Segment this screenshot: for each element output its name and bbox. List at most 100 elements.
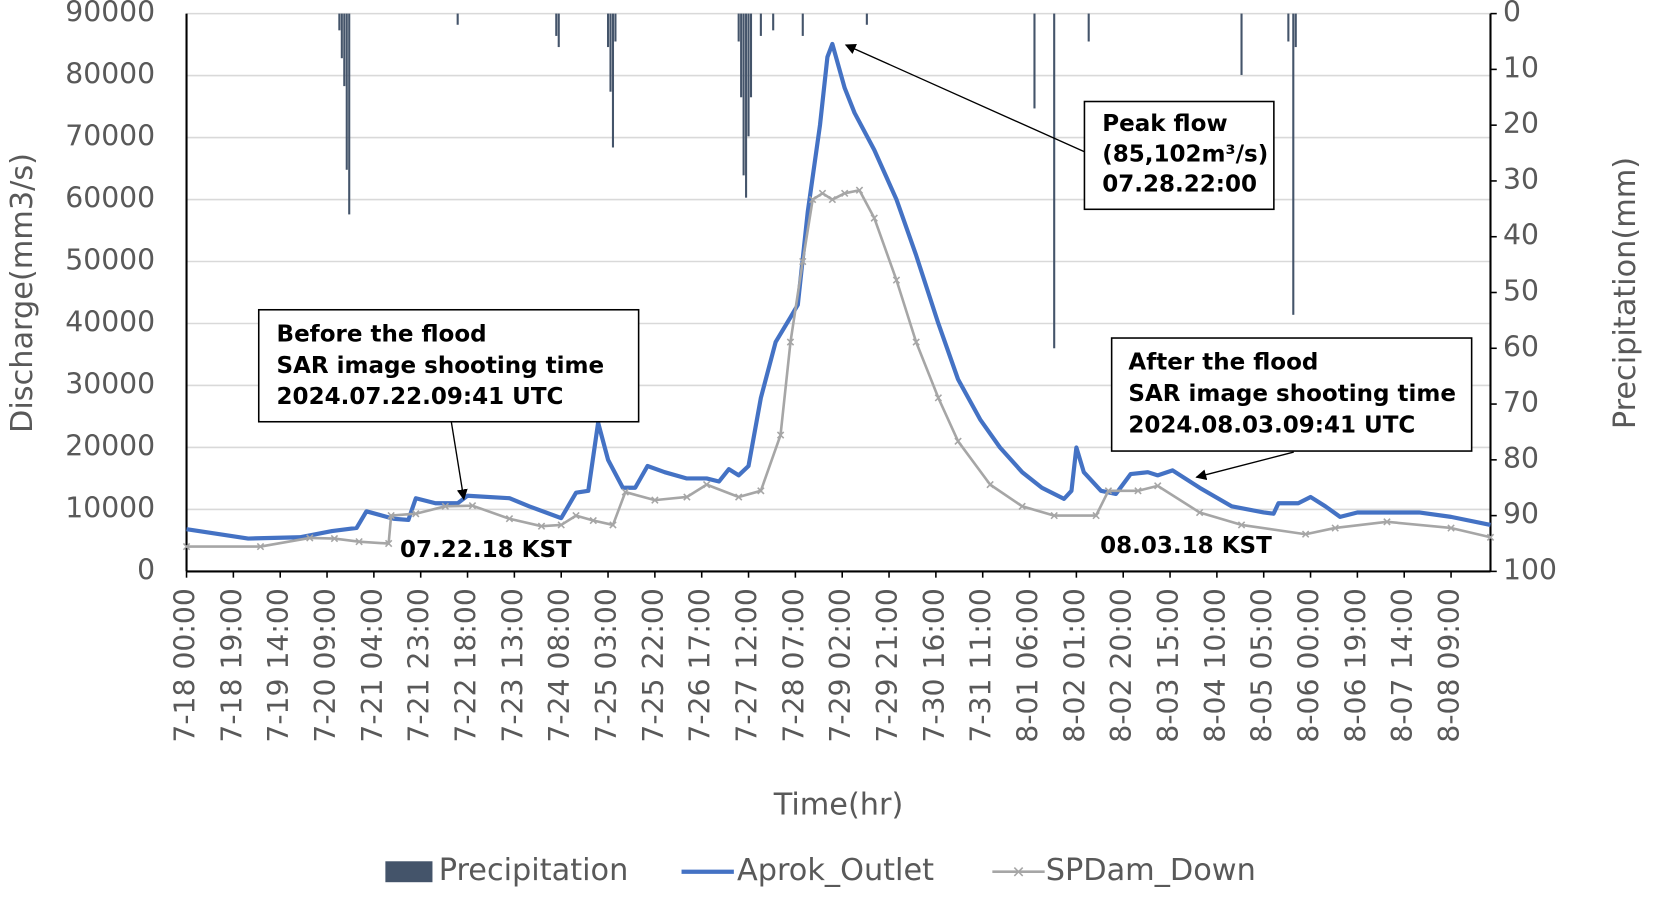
series-marker <box>870 214 878 222</box>
series-marker <box>182 542 191 551</box>
series-marker <box>1237 521 1246 529</box>
precip-bar <box>338 13 341 31</box>
precip-bar <box>343 13 346 87</box>
x-tick-label: 7-24 08:00 <box>543 588 576 743</box>
precip-bar <box>737 13 740 42</box>
annotation-text: 2024.07.22.09:41 UTC <box>277 384 564 410</box>
series-marker <box>1050 511 1058 520</box>
series-marker <box>986 480 994 489</box>
annotation-text: (85,102m³/s) <box>1102 141 1268 167</box>
series-marker <box>786 338 795 346</box>
series-marker <box>840 189 849 198</box>
x-tick-label: 8-03 15:00 <box>1152 588 1185 743</box>
series-marker <box>1301 530 1310 538</box>
precip-bar <box>1292 13 1295 315</box>
precip-bar <box>801 13 804 36</box>
series-marker <box>572 511 580 520</box>
x-tick-label: 7-19 14:00 <box>262 588 295 743</box>
series-marker <box>505 515 514 523</box>
series-marker <box>734 493 743 501</box>
y2-tick-label: 70 <box>1503 386 1539 419</box>
precip-bar <box>1033 13 1036 109</box>
y2-tick-label: 90 <box>1503 498 1539 531</box>
series-marker <box>1447 524 1455 532</box>
precip-bar <box>1240 13 1243 75</box>
series-marker <box>621 488 629 496</box>
y2-tick-label: 80 <box>1503 442 1539 475</box>
precip-bar <box>340 13 343 59</box>
precip-bar <box>348 13 351 215</box>
annotation-text: SAR image shooting time <box>277 353 605 379</box>
series-marker <box>855 186 864 194</box>
y-tick-label: 30000 <box>65 367 155 400</box>
series-marker <box>537 522 546 530</box>
precip-bar <box>606 13 610 48</box>
precip-bar <box>749 13 753 98</box>
y2-tick-label: 60 <box>1503 330 1539 363</box>
precip-bar <box>1287 13 1290 42</box>
x-tick-label: 7-31 11:00 <box>965 588 998 743</box>
precip-bar <box>759 13 762 36</box>
precip-bar <box>1294 13 1297 48</box>
y-tick-label: 50000 <box>65 244 155 277</box>
x-tick-label: 7-30 16:00 <box>918 588 951 743</box>
precip-bar <box>1087 13 1090 42</box>
series-marker <box>799 257 807 266</box>
precip-bar <box>747 13 750 137</box>
series-marker <box>702 480 711 489</box>
series-marker <box>306 534 314 542</box>
series-marker <box>256 542 265 551</box>
precip-bar <box>456 13 459 25</box>
x-tick-label: 7-18 00:00 <box>169 588 202 743</box>
series-marker <box>1486 533 1495 542</box>
x-tick-label: 8-04 10:00 <box>1199 588 1232 743</box>
legend-marker <box>1013 867 1024 877</box>
legend-label: SPDam_Down <box>1046 853 1256 888</box>
x-tick-label: 8-02 01:00 <box>1058 588 1091 743</box>
annotation-arrow <box>450 421 468 501</box>
y-tick-label: 20000 <box>65 429 155 462</box>
x-tick-label: 8-01 06:00 <box>1012 588 1045 743</box>
y-tick-label: 90000 <box>65 0 155 29</box>
precip-bar <box>609 13 612 92</box>
series-marker <box>384 539 393 548</box>
y-axis-title: Discharge(mm3/s) <box>5 153 40 433</box>
series-marker <box>589 516 597 525</box>
x-tick-label: 7-25 03:00 <box>590 588 623 743</box>
x-tick-label: 7-27 12:00 <box>731 588 764 743</box>
series-marker <box>818 189 827 198</box>
y2-tick-label: 100 <box>1503 553 1557 586</box>
y-tick-label: 10000 <box>65 491 155 524</box>
y2-tick-label: 10 <box>1503 51 1539 84</box>
annotation-box <box>1110 337 1473 452</box>
series-marker <box>609 521 617 529</box>
series-marker <box>892 276 901 284</box>
series-marker <box>757 487 765 495</box>
y-tick-label: 60000 <box>65 182 155 215</box>
series-marker <box>1383 518 1391 526</box>
x-tick-label: 7-29 02:00 <box>824 588 857 743</box>
x-tick-label: 7-29 21:00 <box>871 588 904 743</box>
x-tick-label: 8-02 20:00 <box>1105 588 1138 743</box>
series-marker <box>1018 502 1026 511</box>
y2-tick-label: 30 <box>1503 163 1539 196</box>
series-marker <box>1331 524 1339 532</box>
series-marker <box>1104 487 1113 495</box>
series-marker <box>808 195 817 204</box>
precip-bar <box>740 13 743 98</box>
x-tick-label: 7-20 09:00 <box>309 588 342 743</box>
x-tick-label: 7-23 13:00 <box>496 588 529 743</box>
x-tick-label: 8-08 09:00 <box>1433 588 1466 743</box>
series-marker <box>355 537 363 546</box>
x-axis-title: Time(hr) <box>773 787 904 822</box>
precip-bar <box>557 13 560 48</box>
series-line <box>186 41 1491 541</box>
series-marker <box>330 534 339 543</box>
x-tick-label: 7-28 07:00 <box>777 588 810 743</box>
annotation-text: 08.03.18 KST <box>1100 533 1272 559</box>
y2-tick-label: 50 <box>1503 275 1539 308</box>
precip-bar <box>614 13 617 42</box>
annotation-box <box>1083 100 1275 211</box>
x-tick-label: 7-21 04:00 <box>356 588 389 743</box>
